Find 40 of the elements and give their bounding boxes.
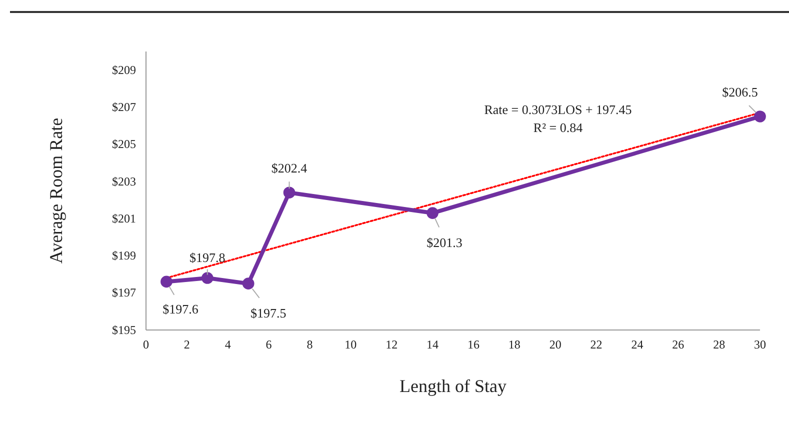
y-tick-label: $209: [112, 62, 136, 77]
data-label: $202.4: [271, 160, 308, 176]
x-tick-label: 30: [754, 338, 766, 352]
point: [754, 110, 766, 122]
annotation: R² = 0.84: [533, 120, 584, 135]
y-axis-title: Average Room Rate: [46, 118, 66, 264]
x-tick-label: 28: [713, 338, 726, 352]
x-tick-label: 4: [224, 338, 231, 352]
y-tick-label: $195: [112, 322, 136, 337]
x-tick-label: 22: [590, 338, 602, 352]
x-tick-label: 16: [467, 338, 480, 352]
x-tick-label: 6: [266, 338, 272, 352]
y-tick-label: $205: [112, 137, 136, 152]
point: [426, 207, 438, 219]
x-axis-title: Length of Stay: [400, 376, 506, 396]
data-label: $197.6: [162, 302, 199, 317]
x-tick-label: 2: [184, 338, 190, 352]
point: [242, 278, 254, 290]
annotation: Rate = 0.3073LOS + 197.45: [484, 102, 632, 117]
x-tick-label: 20: [549, 338, 562, 352]
data-label: $206.5: [722, 84, 758, 100]
y-tick-label: $203: [112, 174, 136, 188]
point: [283, 186, 296, 199]
x-tick-label: 26: [672, 338, 684, 352]
point: [201, 272, 214, 284]
x-tick-label: 12: [386, 338, 398, 352]
x-tick-label: 10: [344, 338, 357, 352]
data-label: $197.8: [190, 250, 226, 266]
y-tick-label: $201: [112, 211, 136, 226]
x-tick-label: 14: [426, 338, 439, 352]
x-tick-label: 8: [306, 338, 313, 352]
y-tick-label: $199: [112, 248, 136, 263]
y-tick-label: $197: [112, 286, 136, 300]
point: [160, 276, 172, 288]
y-tick-label: $207: [112, 100, 136, 114]
x-tick-label: 24: [631, 338, 644, 352]
data-label: $197.5: [250, 306, 286, 321]
x-tick-label: 18: [508, 338, 520, 352]
data-label: $201.3: [426, 235, 462, 250]
x-tick-label: 0: [143, 338, 149, 352]
